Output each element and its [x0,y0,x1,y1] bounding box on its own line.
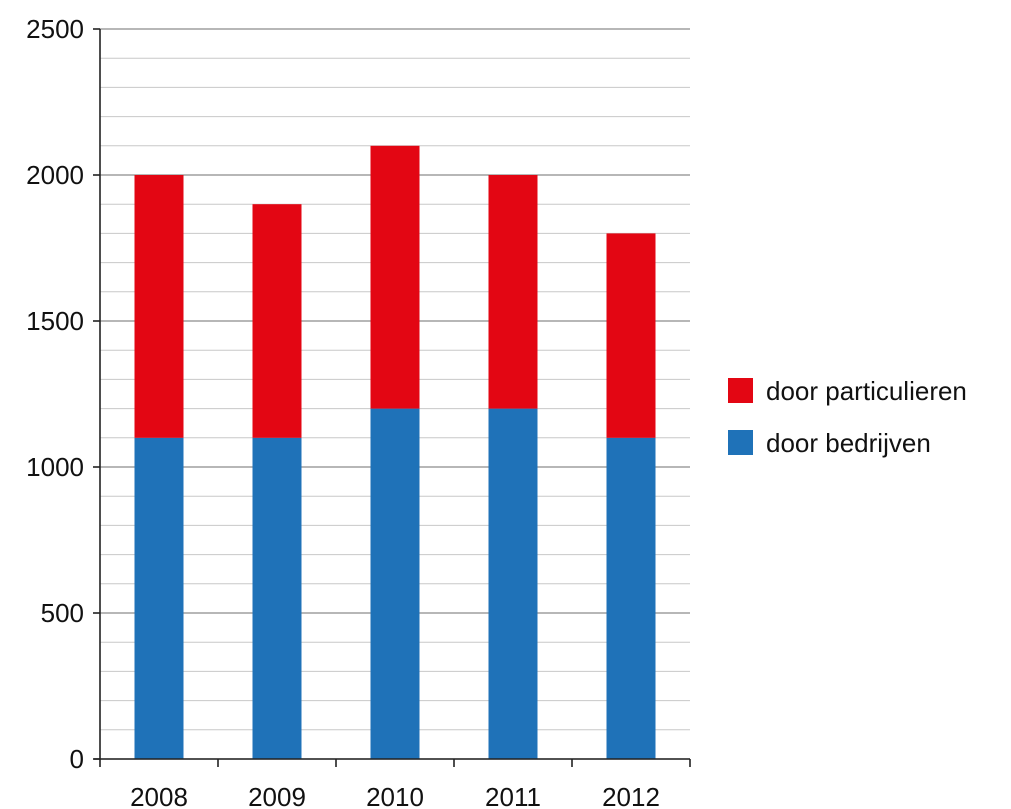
y-tick-label: 1000 [26,452,84,482]
y-tick-labels: 0 500 1000 1500 2000 2500 [26,14,84,774]
legend-swatch-bedrijven [728,430,753,455]
legend-label-particulieren: door particulieren [766,376,967,406]
bar-segment-2009-bedrijven [252,437,302,759]
bar-segment-2008-bedrijven [134,437,184,759]
legend: door particulieren door bedrijven [728,376,967,458]
bar-segment-2012-particulieren [606,233,656,438]
axes [93,28,691,767]
x-tick-label: 2009 [248,782,306,809]
y-tick-label: 1500 [26,306,84,336]
bar-segment-2010-particulieren [370,145,420,409]
x-tick-label: 2011 [485,782,541,809]
x-tick-labels: 2008 2009 2010 2011 2012 [130,782,660,809]
bar-segment-2009-particulieren [252,204,302,438]
y-tick-label: 500 [41,598,84,628]
bar-segment-2008-particulieren [134,175,184,438]
x-tick-label: 2008 [130,782,188,809]
bars [134,145,656,759]
y-tick-label: 2500 [26,14,84,44]
y-tick-label: 2000 [26,160,84,190]
bar-segment-2011-particulieren [488,175,538,409]
x-tick-label: 2010 [366,782,424,809]
bar-segment-2010-bedrijven [370,408,420,759]
bar-segment-2012-bedrijven [606,437,656,759]
x-tick-label: 2012 [602,782,660,809]
bar-segment-2011-bedrijven [488,408,538,759]
y-tick-label: 0 [70,744,84,774]
legend-label-bedrijven: door bedrijven [766,428,931,458]
legend-swatch-particulieren [728,378,753,403]
